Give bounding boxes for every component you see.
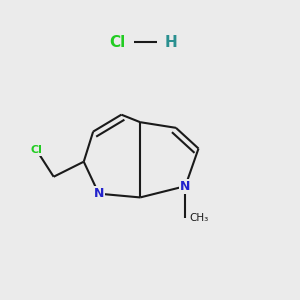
Text: H: H: [165, 34, 178, 50]
Text: CH₃: CH₃: [189, 213, 208, 223]
Text: Cl: Cl: [109, 34, 125, 50]
Text: N: N: [180, 180, 190, 193]
Text: Cl: Cl: [31, 146, 43, 155]
Text: N: N: [94, 187, 104, 200]
